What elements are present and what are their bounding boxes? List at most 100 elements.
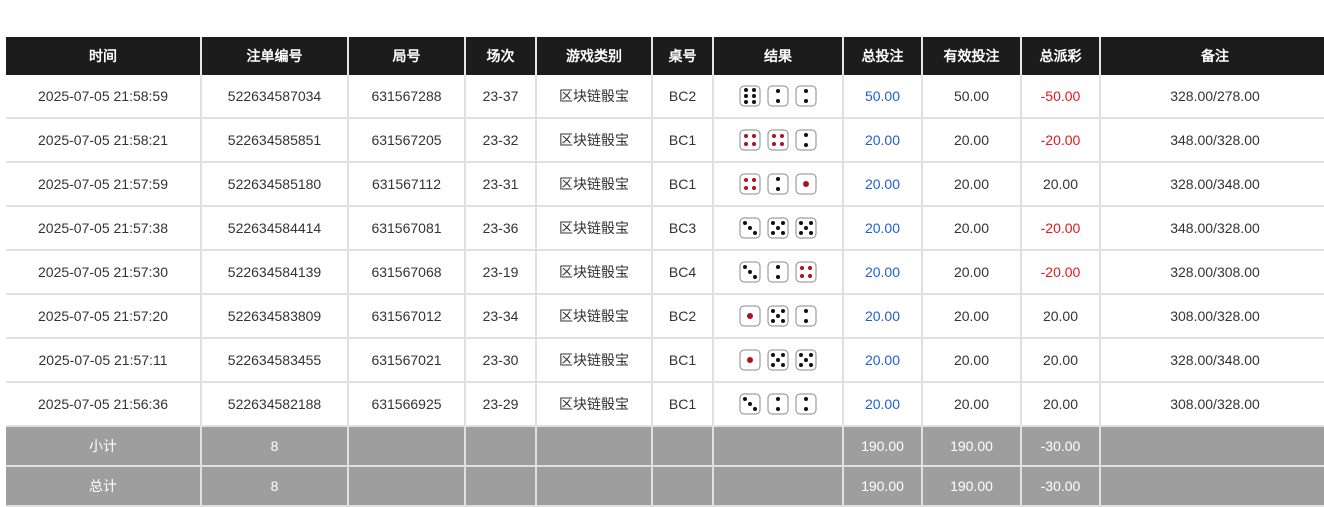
die-5-icon	[767, 305, 789, 327]
cell-round: 631567288	[348, 75, 466, 119]
header-session: 场次	[465, 37, 537, 75]
die-6-icon	[739, 85, 761, 107]
header-round: 局号	[348, 37, 466, 75]
header-game-type: 游戏类别	[536, 37, 653, 75]
cell-bet-no: 522634585180	[201, 162, 349, 207]
table-row: 2025-07-05 21:57:20 522634583809 6315670…	[6, 294, 1324, 339]
die-2-icon	[767, 261, 789, 283]
table-row: 2025-07-05 21:57:30 522634584139 6315670…	[6, 250, 1324, 295]
cell-payout: 20.00	[1021, 382, 1101, 427]
die-1-icon	[739, 349, 761, 371]
cell-total-bet: 20.00	[843, 382, 923, 427]
header-result: 结果	[713, 37, 844, 75]
cell-note: 328.00/308.00	[1100, 250, 1324, 295]
cell-valid-bet: 20.00	[922, 382, 1022, 427]
cell-payout: -20.00	[1021, 206, 1101, 251]
die-5-icon	[767, 217, 789, 239]
cell-bet-no: 522634583809	[201, 294, 349, 339]
cell-game-type: 区块链骰宝	[536, 338, 653, 383]
cell-payout: -50.00	[1021, 75, 1101, 119]
cell-session: 23-36	[465, 206, 537, 251]
cell-table-no: BC1	[652, 338, 714, 383]
cell-table-no: BC1	[652, 162, 714, 207]
cell-valid-bet: 50.00	[922, 75, 1022, 119]
subtotal-total-bet: 190.00	[843, 426, 923, 467]
die-1-icon	[795, 173, 817, 195]
die-2-icon	[795, 129, 817, 151]
cell-note: 308.00/328.00	[1100, 294, 1324, 339]
cell-note: 348.00/328.00	[1100, 118, 1324, 163]
grand_total-total-bet: 190.00	[843, 466, 923, 507]
cell-bet-no: 522634583455	[201, 338, 349, 383]
cell-note: 328.00/278.00	[1100, 75, 1324, 119]
grand_total-count: 8	[201, 466, 349, 507]
cell-result	[713, 206, 844, 251]
table-row: 2025-07-05 21:57:59 522634585180 6315671…	[6, 162, 1324, 207]
cell-total-bet: 20.00	[843, 250, 923, 295]
die-5-icon	[795, 349, 817, 371]
cell-result	[713, 75, 844, 119]
die-5-icon	[767, 349, 789, 371]
cell-total-bet: 20.00	[843, 338, 923, 383]
cell-game-type: 区块链骰宝	[536, 294, 653, 339]
cell-valid-bet: 20.00	[922, 206, 1022, 251]
grand_total-payout: -30.00	[1021, 466, 1101, 507]
subtotal-label: 小计	[6, 426, 202, 467]
die-2-icon	[795, 305, 817, 327]
table-row: 2025-07-05 21:57:38 522634584414 6315670…	[6, 206, 1324, 251]
cell-time: 2025-07-05 21:56:36	[6, 382, 202, 427]
header-payout: 总派彩	[1021, 37, 1101, 75]
cell-bet-no: 522634582188	[201, 382, 349, 427]
cell-total-bet: 20.00	[843, 118, 923, 163]
cell-table-no: BC4	[652, 250, 714, 295]
cell-valid-bet: 20.00	[922, 338, 1022, 383]
cell-total-bet: 20.00	[843, 294, 923, 339]
subtotal-row: 小计 8 190.00 190.00 -30.00	[6, 426, 1324, 467]
cell-total-bet: 50.00	[843, 75, 923, 119]
cell-valid-bet: 20.00	[922, 118, 1022, 163]
cell-game-type: 区块链骰宝	[536, 118, 653, 163]
cell-payout: 20.00	[1021, 162, 1101, 207]
table-row: 2025-07-05 21:56:36 522634582188 6315669…	[6, 382, 1324, 427]
table-row: 2025-07-05 21:57:11 522634583455 6315670…	[6, 338, 1324, 383]
die-5-icon	[795, 217, 817, 239]
cell-round: 631567081	[348, 206, 466, 251]
cell-result	[713, 382, 844, 427]
header-time: 时间	[6, 37, 202, 75]
cell-round: 631567112	[348, 162, 466, 207]
header-bet-no: 注单编号	[201, 37, 349, 75]
cell-time: 2025-07-05 21:57:30	[6, 250, 202, 295]
grand_total-valid-bet: 190.00	[922, 466, 1022, 507]
subtotal-valid-bet: 190.00	[922, 426, 1022, 467]
header-table-no: 桌号	[652, 37, 714, 75]
cell-time: 2025-07-05 21:57:20	[6, 294, 202, 339]
cell-round: 631566925	[348, 382, 466, 427]
die-2-icon	[767, 173, 789, 195]
cell-session: 23-30	[465, 338, 537, 383]
cell-valid-bet: 20.00	[922, 250, 1022, 295]
cell-game-type: 区块链骰宝	[536, 382, 653, 427]
cell-valid-bet: 20.00	[922, 162, 1022, 207]
die-4-icon	[767, 129, 789, 151]
cell-bet-no: 522634584414	[201, 206, 349, 251]
cell-game-type: 区块链骰宝	[536, 206, 653, 251]
cell-time: 2025-07-05 21:58:59	[6, 75, 202, 119]
subtotal-count: 8	[201, 426, 349, 467]
die-2-icon	[767, 393, 789, 415]
cell-session: 23-29	[465, 382, 537, 427]
cell-bet-no: 522634585851	[201, 118, 349, 163]
cell-table-no: BC2	[652, 294, 714, 339]
die-1-icon	[739, 305, 761, 327]
cell-session: 23-31	[465, 162, 537, 207]
cell-round: 631567068	[348, 250, 466, 295]
table-row: 2025-07-05 21:58:59 522634587034 6315672…	[6, 75, 1324, 119]
cell-session: 23-19	[465, 250, 537, 295]
die-4-icon	[739, 129, 761, 151]
cell-payout: -20.00	[1021, 118, 1101, 163]
cell-table-no: BC3	[652, 206, 714, 251]
cell-valid-bet: 20.00	[922, 294, 1022, 339]
cell-round: 631567205	[348, 118, 466, 163]
cell-note: 348.00/328.00	[1100, 206, 1324, 251]
subtotal-payout: -30.00	[1021, 426, 1101, 467]
die-2-icon	[795, 393, 817, 415]
